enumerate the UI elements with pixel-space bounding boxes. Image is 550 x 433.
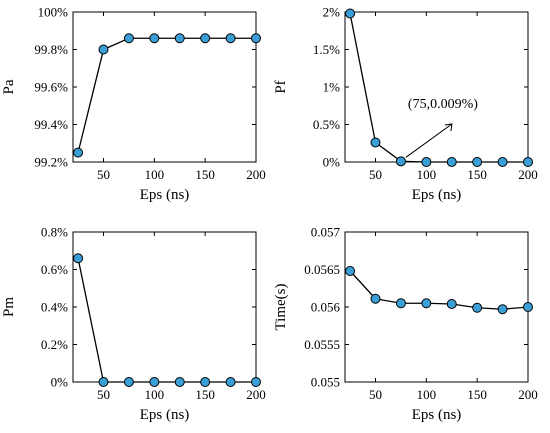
pa-x-axis-label: Eps (ns) [140,187,190,203]
time-data-point [421,298,432,309]
pf-annotation-label: (75,0.009%) [408,97,478,112]
pm-y-tick-label: 0.4% [41,300,68,315]
pm-plot-frame [72,231,257,383]
time-x-tick-label: 50 [369,387,382,402]
time-x-tick-label: 200 [518,387,538,402]
pa-y-tick-label: 99.8% [34,42,68,57]
pf-x-axis-label: Eps (ns) [412,187,462,203]
time-y-tick-label: 0.056 [311,300,341,315]
time-x-tick-label: 100 [417,387,437,402]
pa-y-tick-label: 99.6% [34,80,68,95]
pm-data-point [251,377,261,387]
pm-data-point [225,377,236,387]
time-data-point [345,266,356,276]
pf-x-tick-label: 150 [467,167,487,182]
pf-data-point [497,157,508,167]
pa-y-tick-label: 99.4% [34,117,68,132]
pf-data-point [472,157,483,167]
time-data-point [395,298,406,309]
pa-y-tick-label: 99.2% [34,155,68,170]
pa-data-point [98,44,109,55]
pa-data-point [225,33,236,44]
pf-y-tick-label: 1% [323,80,341,95]
time-y-tick-label: 0.0565 [304,262,340,277]
pm-series-line [77,258,256,383]
pa-data-point [251,33,261,44]
pa-x-tick-label: 150 [195,167,215,182]
pm-panel: 50 100 150 200 0% 0.2% 0.4% 0.6% 0.8% Eps (ns) Pm [1,225,266,424]
pf-panel: 50 100 150 200 0% 0.5% 1% 1.5% 2% Eps (ns) Pf (75,0… [273,5,538,204]
pm-data-point [149,377,160,387]
pf-data-point [345,8,356,19]
pm-data-point [200,377,211,387]
pm-x-tick-label: 200 [246,387,266,402]
pm-x-axis-label: Eps (ns) [140,407,190,423]
time-y-axis-label: Time(s) [273,284,289,331]
pa-series-line [77,37,256,153]
pf-y-tick-label: 1.5% [313,42,340,57]
pa-y-tick-label: 100% [38,5,69,20]
pf-data-point [370,137,381,148]
time-panel: 50 100 150 200 0.055 0.0555 0.056 0.0565 0.057 Ep… [273,225,538,424]
time-data-point [446,299,457,309]
time-data-point [472,302,483,313]
pm-x-tick-label: 150 [195,387,215,402]
pm-data-point [98,377,109,387]
pf-data-point [395,156,406,167]
pf-annotation-arrow [405,123,453,158]
pm-data-point [174,377,185,387]
pf-y-axis-label: Pf [273,80,289,93]
pm-x-tick-label: 50 [97,387,110,402]
time-y-tick-label: 0.055 [311,375,340,390]
pm-data-point [73,253,84,264]
pf-x-tick-label: 200 [518,167,538,182]
pf-y-tick-label: 0% [323,155,341,170]
pa-data-point [200,33,211,44]
pm-y-tick-label: 0.6% [41,262,68,277]
pa-data-point [149,33,160,44]
pa-y-axis-label: Pa [1,79,17,94]
pm-y-tick-label: 0.8% [41,225,68,240]
pm-data-point [123,377,134,387]
time-y-tick-label: 0.057 [311,225,341,240]
pf-data-point [523,157,533,167]
pa-x-tick-label: 100 [145,167,165,182]
time-x-tick-label: 150 [467,387,487,402]
time-data-point [497,304,508,315]
pa-panel: 50 100 150 200 99.2% 99.4% 99.6% 99.8% 100% Eps (… [1,5,266,204]
time-y-tick-label: 0.0555 [304,337,340,352]
pm-y-tick-label: 0% [51,375,69,390]
pf-data-point [421,157,432,167]
pf-data-point [446,157,457,167]
time-x-axis-label: Eps (ns) [412,407,462,423]
pm-y-tick-label: 0.2% [41,337,68,352]
pf-x-tick-label: 50 [369,167,382,182]
pa-data-point [73,147,84,158]
pa-x-tick-label: 50 [97,167,110,182]
pf-x-tick-label: 100 [417,167,437,182]
time-data-point [523,302,533,312]
pf-annotation-arrowhead [444,123,453,132]
pm-x-tick-label: 100 [145,387,165,402]
pf-y-tick-label: 0.5% [313,117,340,132]
pa-data-point [123,33,134,44]
pa-x-tick-label: 200 [246,167,266,182]
pa-data-point [174,33,185,44]
time-data-point [370,293,381,304]
pm-y-axis-label: Pm [1,297,17,317]
pf-y-tick-label: 2% [323,5,341,20]
